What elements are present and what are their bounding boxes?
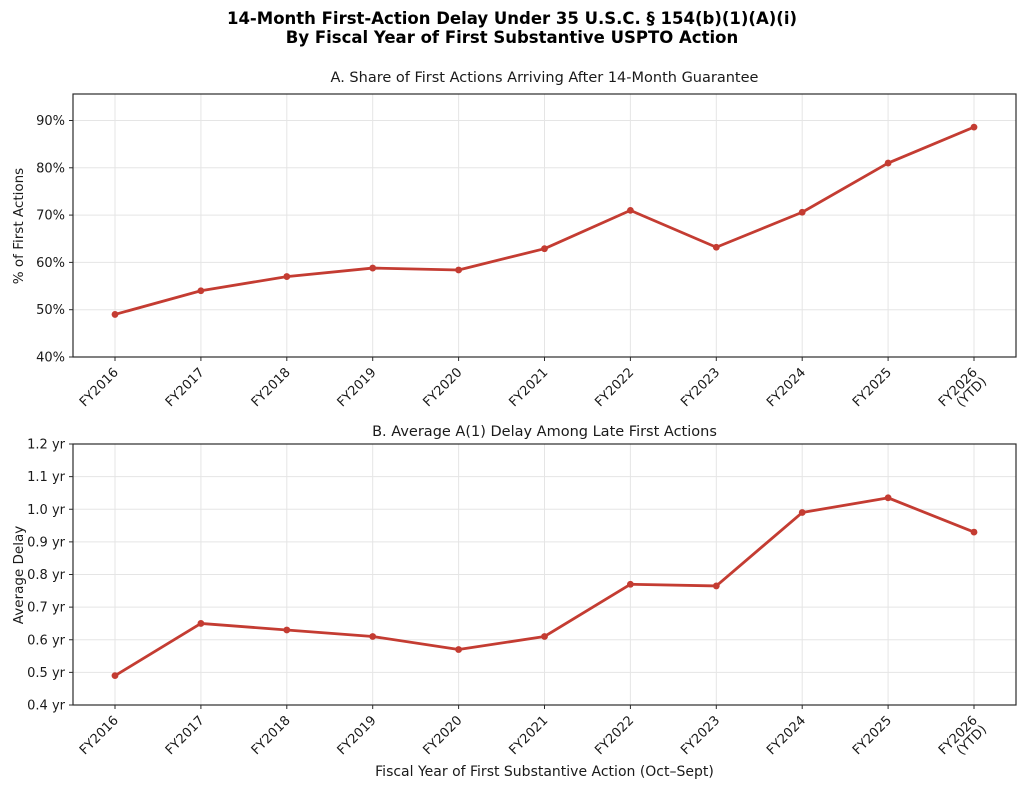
x-tick-label: FY2022	[592, 365, 637, 410]
data-point	[197, 620, 205, 627]
x-tick-label: FY2026(YTD)	[936, 365, 990, 419]
axes: 0.4 yr 0.5 yr 0.6 yr 0.7 yr 0.8 yr 0.9 yr 1.0 …	[27, 438, 1017, 767]
y-tick-label: 0.8 yr	[27, 568, 66, 583]
y-tick-label: 80%	[36, 161, 65, 176]
data-point	[884, 494, 892, 502]
y-tick-label: 0.5 yr	[27, 666, 66, 681]
data-point	[627, 206, 634, 214]
y-tick-label: 1.0 yr	[27, 503, 66, 518]
x-axis-label: Fiscal Year of First Substantive Action …	[375, 764, 714, 780]
series-line	[111, 494, 978, 680]
series-line	[111, 123, 978, 318]
data-point	[455, 646, 462, 653]
data-point	[970, 528, 978, 536]
figure-title: 14-Month First-Action Delay Under 35 U.S…	[0, 9, 1024, 47]
y-tick-label: 40%	[36, 351, 65, 366]
y-tick-label: 0.7 yr	[27, 601, 66, 616]
x-tick-label: FY2020	[421, 713, 466, 758]
data-point	[369, 264, 377, 272]
y-tick-label: 60%	[36, 256, 65, 271]
x-tick-label: FY2018	[249, 365, 294, 410]
x-tick-label: FY2025	[850, 365, 895, 410]
data-point	[798, 208, 806, 216]
data-point	[283, 273, 291, 280]
axes: 40% 50% 60% 70% 80% 90% FY2016 FY2017 FY2018 FY20…	[36, 93, 1017, 419]
x-tick-label: FY2019	[335, 365, 380, 410]
x-tick-label: FY2023	[678, 365, 723, 410]
y-tick-label: 90%	[36, 114, 65, 129]
y-tick-label: 1.1 yr	[27, 470, 66, 485]
panel-b: 0.4 yr 0.5 yr 0.6 yr 0.7 yr 0.8 yr 0.9 yr 1.0 …	[27, 438, 1017, 767]
x-tick-label: FY2025	[850, 713, 895, 758]
y-tick-label: 50%	[36, 303, 65, 318]
data-point	[111, 311, 119, 318]
data-point	[627, 580, 634, 588]
data-point	[369, 633, 377, 640]
y-tick-label: 0.6 yr	[27, 633, 66, 648]
data-point	[541, 245, 548, 253]
x-tick-label: FY2016	[77, 713, 122, 758]
data-point	[197, 287, 205, 295]
x-tick-label: FY2021	[506, 713, 551, 758]
data-point	[884, 159, 892, 167]
panel-a-title: A. Share of First Actions Arriving After…	[330, 70, 759, 86]
figure-title-line2: By Fiscal Year of First Substantive USPT…	[285, 28, 739, 47]
data-point	[455, 266, 462, 274]
figure-title-line1: 14-Month First-Action Delay Under 35 U.S…	[226, 9, 798, 28]
x-tick-label: FY2019	[335, 713, 380, 758]
x-tick-label: FY2016	[77, 365, 122, 410]
data-point	[541, 633, 548, 640]
x-tick-label: FY2026(YTD)	[936, 713, 990, 767]
x-tick-label: FY2023	[678, 713, 723, 758]
panel-b-title: B. Average A(1) Delay Among Late First A…	[372, 424, 717, 440]
data-point	[283, 626, 291, 634]
panel-a: 40% 50% 60% 70% 80% 90% FY2016 FY2017 FY2018 FY20…	[36, 93, 1017, 419]
x-tick-label: FY2017	[163, 365, 208, 410]
grid	[73, 94, 1016, 358]
x-tick-label: FY2022	[592, 713, 637, 758]
x-tick-label: FY2017	[163, 713, 208, 758]
data-point	[798, 509, 806, 516]
x-tick-label: FY2024	[764, 365, 809, 410]
x-tick-label: FY2021	[506, 365, 551, 410]
x-tick-label: FY2020	[421, 365, 466, 410]
data-point	[712, 243, 720, 251]
y-tick-label: 0.9 yr	[27, 535, 66, 550]
data-point	[111, 672, 119, 680]
data-point	[970, 123, 978, 131]
data-point	[712, 582, 720, 590]
x-tick-label: FY2024	[764, 713, 809, 758]
y-tick-label: 0.4 yr	[27, 699, 66, 714]
y-tick-label: 1.2 yr	[27, 438, 66, 453]
x-tick-label: FY2018	[249, 713, 294, 758]
grid	[73, 443, 1016, 706]
y-tick-label: 70%	[36, 209, 65, 224]
